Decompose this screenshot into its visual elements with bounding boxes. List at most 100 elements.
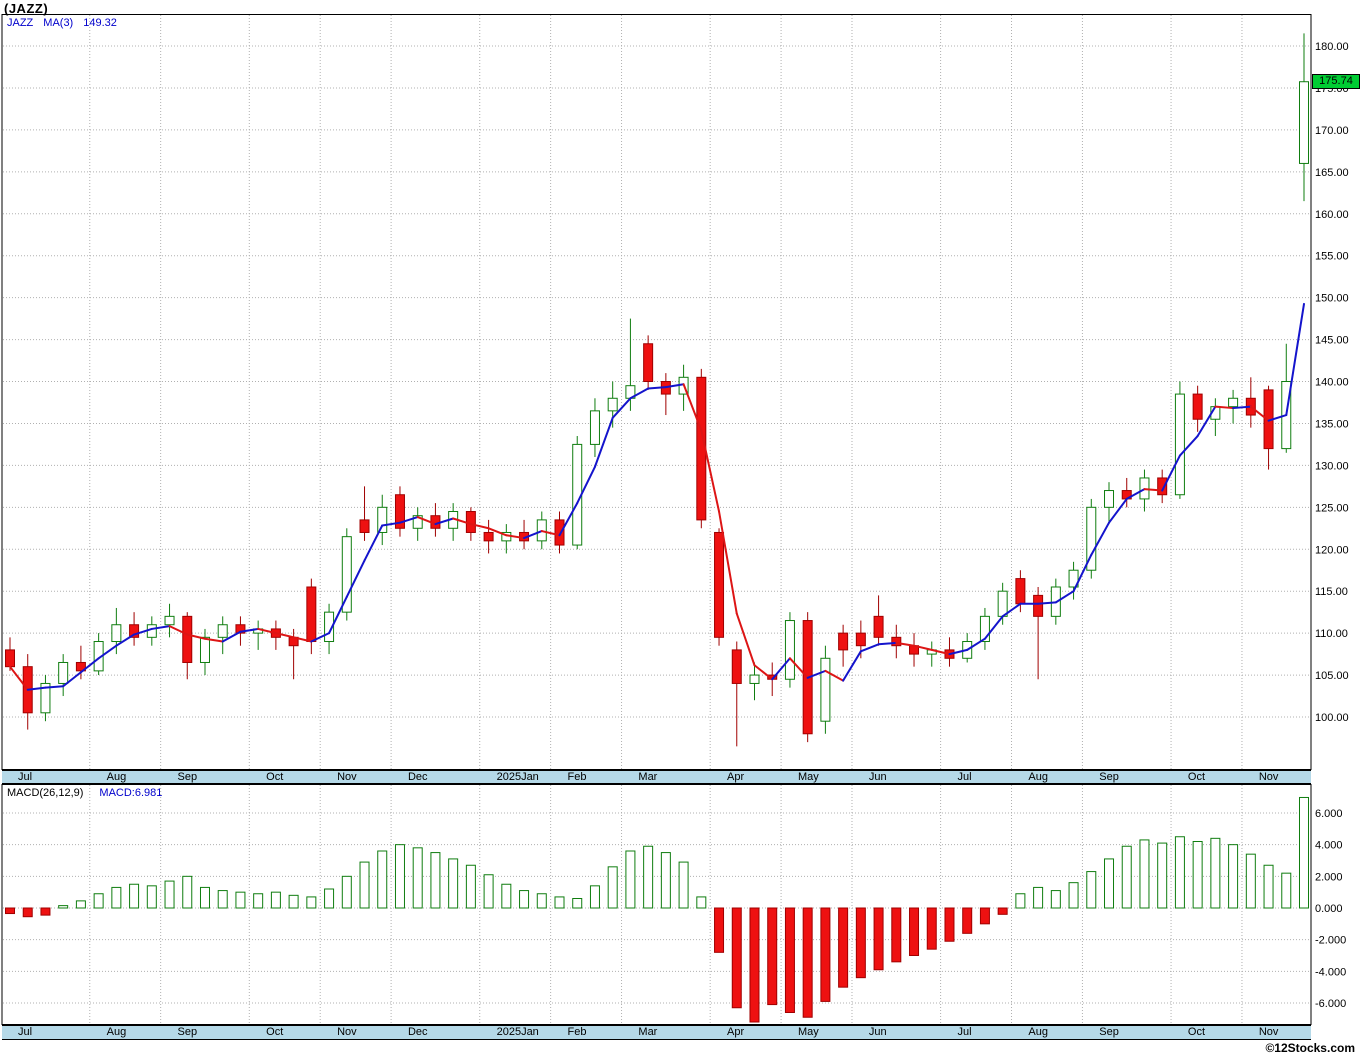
candle-body bbox=[1192, 393, 1203, 420]
macd-bar bbox=[643, 845, 654, 909]
macd-bar bbox=[820, 907, 831, 1002]
ma-line-segment bbox=[930, 648, 951, 656]
month-label: Jul bbox=[18, 771, 33, 783]
macd-bar bbox=[1298, 796, 1309, 909]
macd-bar bbox=[324, 888, 335, 909]
ma-line-segment bbox=[558, 502, 579, 537]
macd-bar bbox=[1210, 837, 1221, 909]
macd-bar bbox=[1015, 893, 1026, 909]
ma-line-segment bbox=[682, 383, 703, 432]
macd-bar bbox=[182, 875, 193, 909]
ma-line-segment bbox=[79, 657, 100, 674]
candle-body bbox=[40, 682, 51, 714]
ma-line-segment bbox=[824, 669, 845, 682]
ma-line-segment bbox=[274, 632, 295, 639]
macd-bar bbox=[430, 852, 441, 909]
macd-axis-label: 4.000 bbox=[1315, 840, 1343, 852]
macd-bar bbox=[802, 907, 813, 1018]
macd-plot-frame bbox=[1, 784, 1312, 1025]
ma-line-segment bbox=[664, 383, 685, 389]
ma-line-segment bbox=[97, 644, 118, 660]
ma-line-segment bbox=[416, 516, 437, 526]
macd-bar bbox=[731, 907, 742, 1009]
macd-bar bbox=[660, 852, 671, 909]
macd-bar bbox=[891, 907, 902, 963]
month-label: Aug bbox=[106, 771, 127, 783]
macd-bar bbox=[129, 883, 140, 909]
macd-bar bbox=[855, 907, 866, 979]
candle-body bbox=[1068, 569, 1079, 588]
ma-line-segment bbox=[806, 669, 827, 679]
price-axis-label: 120.00 bbox=[1315, 544, 1349, 556]
month-label: Aug bbox=[1028, 1026, 1048, 1038]
macd-bar bbox=[1263, 864, 1274, 909]
ma-line-segment bbox=[434, 517, 455, 526]
macd-bar bbox=[465, 864, 476, 909]
macd-bar bbox=[909, 907, 920, 956]
price-axis-label: 100.00 bbox=[1315, 712, 1349, 724]
ma-line-segment bbox=[381, 521, 401, 527]
macd-bar bbox=[1104, 858, 1115, 909]
candle-body bbox=[341, 536, 352, 613]
ma-line-segment bbox=[310, 632, 331, 643]
macd-bar bbox=[111, 886, 122, 909]
macd-bar bbox=[696, 896, 707, 909]
candle-body bbox=[873, 615, 884, 638]
macd-bar bbox=[572, 898, 583, 909]
candle-body bbox=[1157, 477, 1168, 496]
ma-line-segment bbox=[913, 644, 933, 651]
macd-bar bbox=[749, 907, 760, 1023]
ma-line-segment bbox=[1267, 414, 1288, 422]
macd-bar bbox=[40, 907, 51, 916]
month-label: Sep bbox=[1099, 771, 1119, 783]
month-label: Jul bbox=[957, 771, 972, 783]
candle-body bbox=[394, 494, 405, 529]
macd-bar bbox=[288, 894, 299, 909]
price-axis-label: 160.00 bbox=[1315, 209, 1349, 221]
month-label: May bbox=[797, 1026, 819, 1038]
price-axis-label: 150.00 bbox=[1315, 293, 1349, 305]
ma-line-segment bbox=[328, 595, 348, 635]
macd-bar bbox=[536, 893, 547, 909]
ma-line-segment bbox=[895, 641, 916, 647]
ma-line-segment bbox=[1001, 602, 1022, 618]
ma-line-segment bbox=[1143, 488, 1164, 492]
month-label: Sep bbox=[177, 1026, 198, 1038]
candle-body bbox=[182, 615, 193, 663]
macd-histogram-chart: -6.000 -4.000 -2.000 0.000 2.000 4.000 6.000 bbox=[1, 784, 1346, 1025]
ma-line-segment bbox=[239, 627, 260, 633]
ma-line-segment bbox=[1249, 405, 1270, 422]
price-candlestick-chart: 100.00 105.00 110.00 115.00 120.00 125.00 130.… bbox=[1, 14, 1349, 770]
month-label: Nov bbox=[1258, 1026, 1279, 1038]
macd-bar bbox=[93, 893, 104, 909]
macd-bar bbox=[306, 896, 317, 909]
ma-line-segment bbox=[1054, 590, 1075, 604]
month-label: Feb bbox=[567, 1026, 587, 1038]
ma-line-segment bbox=[1161, 454, 1181, 492]
month-label: Sep bbox=[177, 771, 198, 783]
ma-line-segment bbox=[363, 524, 384, 562]
symbol-label: JAZZ bbox=[7, 17, 34, 29]
month-label: Sep bbox=[1099, 1026, 1119, 1038]
candle-body bbox=[146, 624, 157, 638]
month-label: Aug bbox=[106, 1026, 127, 1038]
ma-line-segment bbox=[540, 530, 561, 537]
macd-bar bbox=[1121, 845, 1132, 909]
macd-bar bbox=[235, 891, 246, 909]
month-label: Oct bbox=[266, 771, 284, 783]
macd-bar bbox=[873, 907, 884, 971]
macd-bar bbox=[979, 907, 990, 925]
macd-bar bbox=[394, 844, 405, 909]
month-label: Dec bbox=[407, 771, 428, 783]
ma-line-segment bbox=[1108, 497, 1128, 524]
macd-bar bbox=[1068, 882, 1079, 909]
candle-body bbox=[217, 624, 228, 638]
ma-line-segment bbox=[505, 534, 526, 540]
ma-line-segment bbox=[1285, 302, 1305, 417]
macd-bar bbox=[1050, 890, 1061, 909]
ma-line-segment bbox=[842, 650, 862, 682]
candle-body bbox=[235, 624, 246, 634]
ma-line-segment bbox=[203, 637, 224, 643]
price-axis-label: 180.00 bbox=[1315, 41, 1349, 53]
macd-bar bbox=[146, 885, 157, 909]
